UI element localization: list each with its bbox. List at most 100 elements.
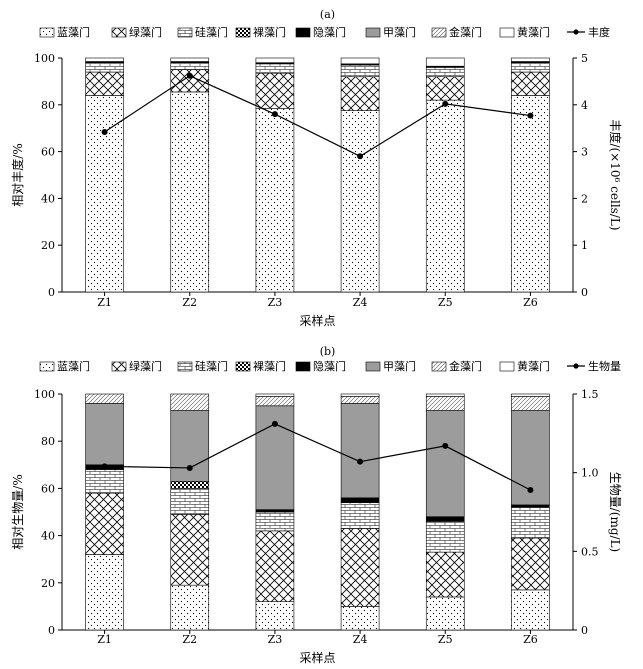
legend-label-jinzao: 金藻门 — [449, 359, 482, 373]
y-tick-label: 80 — [41, 99, 55, 112]
x-axis-title: 采样点 — [299, 650, 335, 665]
legend-label-guizao: 硅藻门 — [195, 25, 228, 39]
bar-segment-guizao-z3 — [255, 63, 295, 74]
x-tick-label: Z6 — [523, 633, 538, 646]
y2-axis-title: 生物量/(mg/L) — [608, 472, 622, 552]
y-axis-title: 相对生物量/% — [11, 474, 25, 549]
legend-swatch-lvzao — [111, 361, 127, 372]
bar-segment-lanzao-z6 — [511, 95, 550, 293]
bar-segment-guizao-z6 — [511, 506, 550, 539]
bar-segment-lanzao-z2 — [170, 584, 210, 631]
bar-segment-jinzao-z3 — [255, 396, 295, 407]
bar-segment-huangzao-z5 — [425, 57, 465, 67]
bar-segment-lvzao-z3 — [255, 72, 295, 109]
line-point — [442, 442, 449, 449]
line-point — [357, 153, 364, 160]
legend-label-lanzao: 蓝藻门 — [57, 25, 90, 39]
legend-label-yinzao: 隐藻门 — [313, 359, 346, 373]
bar-segment-yinzao-z4 — [340, 497, 380, 503]
legend-swatch-luozao — [235, 361, 251, 372]
y2-tick-label: 0 — [581, 624, 588, 637]
bar-segment-lvzao-z2 — [170, 514, 210, 586]
bar-segment-lvzao-z4 — [340, 76, 380, 111]
y-tick-label: 80 — [41, 435, 55, 448]
bar-segment-guizao-z1 — [85, 469, 124, 494]
x-tick-label: Z4 — [353, 296, 368, 309]
bar-segment-guizao-z1 — [85, 62, 124, 73]
bar-segment-lvzao-z6 — [511, 71, 550, 96]
bar-segment-lvzao-z5 — [425, 551, 465, 598]
x-tick-label: Z2 — [182, 296, 197, 309]
line-point — [357, 458, 364, 465]
bar-segment-luozao-z2 — [170, 481, 210, 489]
panel-a-chart: (a)蓝藻门 绿藻门 硅藻门 裸藻门 隐藻门 甲藻门 金藻门 黄藻门 丰度02040608010… — [10, 8, 623, 328]
bar-segment-jinzao-z4 — [340, 396, 380, 404]
y-tick-label: 40 — [41, 192, 55, 205]
legend-label-lvzao: 绿藻门 — [129, 359, 162, 373]
y-tick-label: 60 — [41, 146, 55, 159]
line-point — [101, 128, 108, 135]
bar-segment-jiazao-z1 — [85, 403, 124, 466]
legend-label-line: 生物量 — [588, 359, 621, 373]
bar-segment-lanzao-z6 — [511, 589, 550, 631]
legend-label-lvzao: 绿藻门 — [129, 25, 162, 39]
legend-swatch-jiazao — [365, 361, 381, 372]
bar-segment-lanzao-z3 — [255, 108, 295, 293]
legend-label-luozao: 裸藻门 — [253, 25, 286, 39]
y-tick-label: 100 — [34, 52, 55, 65]
line-point — [186, 72, 193, 79]
legend-label-lanzao: 蓝藻门 — [57, 359, 90, 373]
bar-segment-guizao-z2 — [170, 62, 210, 71]
line-series — [104, 75, 531, 157]
bar-segment-huangzao-z5 — [425, 393, 465, 397]
bar-segment-huangzao-z3 — [255, 393, 295, 397]
legend-swatch-lanzao — [39, 27, 55, 38]
legend-label-jinzao: 金藻门 — [449, 25, 482, 39]
y2-tick-label: 3 — [581, 146, 588, 159]
x-axis-title: 采样点 — [299, 313, 335, 328]
legend-swatch-lanzao — [39, 361, 55, 372]
bar-segment-huangzao-z1 — [85, 57, 124, 62]
bar-segment-yinzao-z6 — [511, 504, 550, 508]
legend-line-marker — [573, 363, 579, 369]
y2-tick-label: 0.5 — [581, 545, 599, 558]
y2-tick-label: 0 — [581, 286, 588, 299]
bar-segment-guizao-z6 — [511, 62, 550, 73]
bar-segment-jiazao-z4 — [340, 403, 380, 499]
bar-segment-guizao-z4 — [340, 502, 380, 529]
legend-swatch-jiazao — [365, 27, 381, 38]
y2-tick-label: 1 — [581, 239, 588, 252]
y-axis-title: 相对丰度/% — [10, 143, 25, 206]
y2-tick-label: 2 — [581, 192, 588, 205]
bar-segment-yinzao-z5 — [425, 516, 465, 522]
x-tick-label: Z5 — [438, 633, 453, 646]
bar-segment-jinzao-z6 — [511, 396, 550, 411]
x-tick-label: Z2 — [182, 633, 197, 646]
legend-swatch-yinzao — [295, 361, 311, 372]
line-series — [104, 423, 531, 491]
bar-segment-lanzao-z4 — [340, 110, 380, 293]
legend-label-line: 丰度 — [588, 25, 610, 39]
x-tick-label: Z1 — [97, 633, 112, 646]
bar-segment-guizao-z5 — [425, 521, 465, 553]
x-tick-label: Z5 — [438, 296, 453, 309]
panel-label: (b) — [320, 345, 336, 358]
bar-segment-lvzao-z1 — [85, 492, 124, 555]
legend-swatch-guizao — [177, 361, 193, 372]
y-tick-label: 40 — [41, 530, 55, 543]
bar-segment-lvzao-z5 — [425, 76, 465, 101]
y-tick-label: 20 — [41, 239, 55, 252]
x-tick-label: Z6 — [523, 296, 538, 309]
bar-segment-jiazao-z5 — [425, 410, 465, 518]
bar-segment-jinzao-z5 — [425, 396, 465, 411]
legend-label-luozao: 裸藻门 — [253, 359, 286, 373]
line-point — [186, 464, 193, 471]
legend-label-huangzao: 黄藻门 — [517, 25, 550, 39]
bar-segment-guizao-z2 — [170, 488, 210, 515]
bar-segment-huangzao-z6 — [511, 393, 550, 397]
bar-segment-lanzao-z4 — [340, 606, 380, 631]
legend-label-jiazao: 甲藻门 — [383, 359, 416, 373]
bar-segment-huangzao-z4 — [340, 393, 380, 397]
bar-segment-jinzao-z2 — [170, 393, 210, 411]
